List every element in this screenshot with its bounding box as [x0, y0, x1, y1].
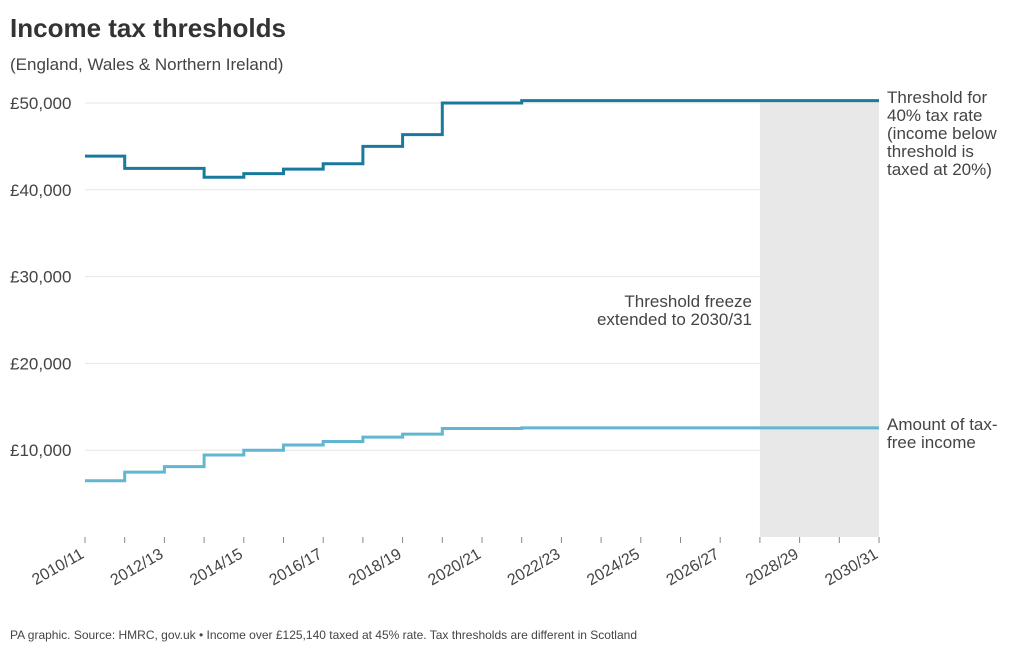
x-tick-label: 2026/27: [664, 546, 723, 590]
series-line: [85, 426, 879, 483]
y-tick-label: £20,000: [10, 354, 71, 373]
chart-subtitle: (England, Wales & Northern Ireland): [10, 55, 283, 74]
x-tick-label: 2016/17: [267, 546, 326, 590]
x-tick-label: 2022/23: [505, 546, 564, 590]
legend-label: Threshold for 40% tax rate (income below…: [887, 87, 997, 179]
annotation: Threshold freeze extended to 2030/31: [596, 292, 752, 329]
x-tick-label: 2012/13: [108, 546, 167, 590]
legend-label: Amount of tax-free income: [887, 414, 998, 452]
x-tick-label: 2028/29: [743, 546, 802, 590]
y-tick-label: £40,000: [10, 181, 71, 200]
chart-title: Income tax thresholds: [10, 13, 286, 43]
x-tick-label: 2030/31: [822, 546, 881, 590]
source-note: PA graphic. Source: HMRC, gov.uk • Incom…: [10, 628, 637, 642]
y-tick-label: £50,000: [10, 94, 71, 113]
x-tick-label: 2010/11: [29, 546, 87, 589]
x-tick-label: 2020/21: [425, 546, 484, 590]
series-line: [85, 99, 879, 179]
x-tick-label: 2018/19: [346, 546, 405, 590]
y-tick-label: £30,000: [10, 268, 71, 287]
freeze-band: [759, 100, 879, 537]
x-tick-label: 2014/15: [187, 546, 246, 590]
y-tick-label: £10,000: [10, 441, 71, 460]
x-tick-label: 2024/25: [584, 546, 643, 590]
